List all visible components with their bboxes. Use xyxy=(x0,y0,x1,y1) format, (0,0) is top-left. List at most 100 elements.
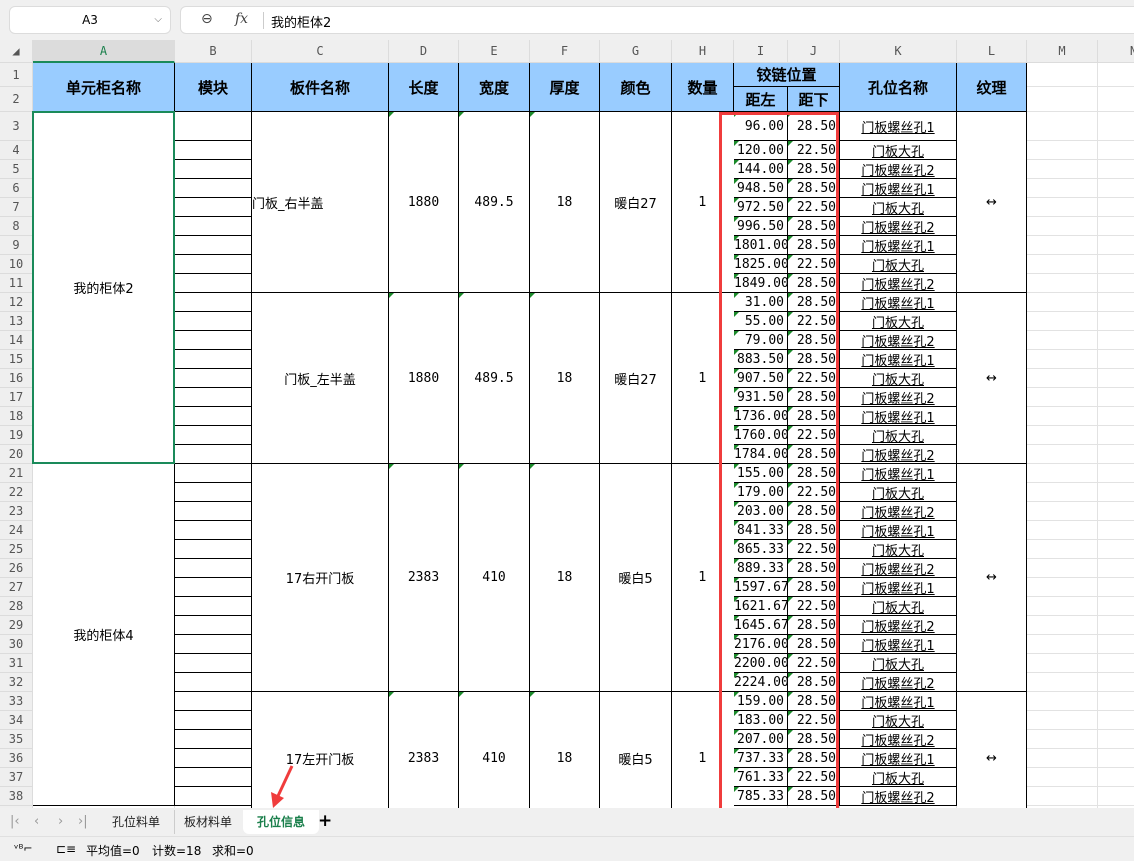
row-header-37[interactable]: 37 xyxy=(0,768,33,787)
hole-name-cell[interactable]: 门板螺丝孔2 xyxy=(840,331,957,350)
hinge-left-cell[interactable]: 761.33 xyxy=(734,768,788,787)
hinge-left-cell[interactable]: 1736.00 xyxy=(734,407,788,426)
hole-name-cell[interactable]: 门板螺丝孔1 xyxy=(840,293,957,312)
hinge-bottom-cell[interactable]: 28.50 xyxy=(788,407,840,426)
cell[interactable] xyxy=(1098,635,1134,654)
hole-name-cell[interactable]: 门板螺丝孔1 xyxy=(840,692,957,711)
row-header-7[interactable]: 7 xyxy=(0,198,33,217)
cell[interactable] xyxy=(1027,255,1098,274)
hinge-bottom-cell[interactable]: 22.50 xyxy=(788,312,840,331)
module-cell[interactable] xyxy=(175,711,252,730)
hole-name-cell[interactable]: 门板大孔 xyxy=(840,540,957,559)
column-header-E[interactable]: E xyxy=(459,40,530,63)
layout-icon[interactable]: ⊏≡ xyxy=(56,842,77,856)
row-header-36[interactable]: 36 xyxy=(0,749,33,768)
hinge-bottom-cell[interactable]: 28.50 xyxy=(788,445,840,464)
hinge-spacer-cell[interactable] xyxy=(719,464,734,692)
cell[interactable] xyxy=(1027,768,1098,787)
cell[interactable] xyxy=(1098,445,1134,464)
hinge-bottom-cell[interactable]: 28.50 xyxy=(788,787,840,806)
module-cell[interactable] xyxy=(175,198,252,217)
hole-name-cell[interactable]: 门板大孔 xyxy=(840,255,957,274)
cell[interactable] xyxy=(1027,483,1098,502)
hinge-left-cell[interactable]: 1760.00 xyxy=(734,426,788,445)
cell[interactable] xyxy=(1098,483,1134,502)
panel-name-cell[interactable]: 门板_右半盖 xyxy=(252,112,389,293)
hole-name-cell[interactable]: 门板螺丝孔1 xyxy=(840,112,957,141)
row-header-20[interactable]: 20 xyxy=(0,445,33,464)
row-header-39[interactable]: 39 xyxy=(0,806,33,808)
next-sheet-icon[interactable]: › xyxy=(58,814,64,829)
hinge-left-cell[interactable]: 2176.00 xyxy=(734,635,788,654)
cabinet-name-cell[interactable]: 我的柜体4 xyxy=(33,464,175,806)
first-sheet-icon[interactable]: |‹ xyxy=(10,814,20,829)
hinge-left-cell[interactable]: 207.00 xyxy=(734,730,788,749)
row-header-8[interactable]: 8 xyxy=(0,217,33,236)
cell[interactable] xyxy=(1098,331,1134,350)
cell[interactable] xyxy=(1027,692,1098,711)
row-header-27[interactable]: 27 xyxy=(0,578,33,597)
hinge-bottom-cell[interactable]: 28.50 xyxy=(788,112,840,141)
hole-name-cell[interactable]: 门板大孔 xyxy=(840,312,957,331)
hinge-left-cell[interactable]: 2200.00 xyxy=(734,654,788,673)
column-header-I[interactable]: I xyxy=(734,40,788,63)
cell[interactable] xyxy=(1098,388,1134,407)
row-header-13[interactable]: 13 xyxy=(0,312,33,331)
module-cell[interactable] xyxy=(175,635,252,654)
row-header-22[interactable]: 22 xyxy=(0,483,33,502)
row-header-28[interactable]: 28 xyxy=(0,597,33,616)
cell[interactable] xyxy=(1098,112,1134,141)
row-header-32[interactable]: 32 xyxy=(0,673,33,692)
hinge-bottom-cell[interactable]: 22.50 xyxy=(788,711,840,730)
column-header-N[interactable]: N xyxy=(1098,40,1134,63)
module-cell[interactable] xyxy=(175,312,252,331)
hinge-left-cell[interactable]: 1784.00 xyxy=(734,445,788,464)
tab-hole-bom[interactable]: 孔位料单 xyxy=(98,810,176,834)
cell[interactable] xyxy=(1027,388,1098,407)
row-header-1[interactable]: 1 xyxy=(0,63,33,87)
hole-name-cell[interactable]: 门板螺丝孔2 xyxy=(840,388,957,407)
cell[interactable] xyxy=(1098,787,1134,806)
module-cell[interactable] xyxy=(175,255,252,274)
hinge-left-cell[interactable]: 120.00 xyxy=(734,141,788,160)
row-header-4[interactable]: 4 xyxy=(0,141,33,160)
hinge-left-cell[interactable]: 996.50 xyxy=(734,217,788,236)
row-header-6[interactable]: 6 xyxy=(0,179,33,198)
width-cell[interactable]: 410 xyxy=(459,464,530,692)
hole-name-cell[interactable]: 门板螺丝孔1 xyxy=(840,635,957,654)
hole-name-cell[interactable]: 门板螺丝孔1 xyxy=(840,236,957,255)
hinge-left-cell[interactable]: 2224.00 xyxy=(734,673,788,692)
module-cell[interactable] xyxy=(175,502,252,521)
hole-name-cell[interactable]: 门板螺丝孔2 xyxy=(840,217,957,236)
grain-cell[interactable]: ↔ xyxy=(957,293,1027,464)
spreadsheet-grid[interactable]: ◢ABCDEFGHIJKLMN1234567891011121314151617… xyxy=(0,40,1134,808)
hinge-left-cell[interactable]: 1849.00 xyxy=(734,274,788,293)
hinge-left-cell[interactable]: 1597.67 xyxy=(734,578,788,597)
hinge-left-cell[interactable]: 907.50 xyxy=(734,369,788,388)
cell[interactable] xyxy=(1098,312,1134,331)
hinge-bottom-cell[interactable]: 28.50 xyxy=(788,521,840,540)
hole-name-cell[interactable]: 门板螺丝孔2 xyxy=(840,787,957,806)
row-header-15[interactable]: 15 xyxy=(0,350,33,369)
module-cell[interactable] xyxy=(175,521,252,540)
cell[interactable] xyxy=(1027,63,1098,87)
hinge-left-cell[interactable]: 55.00 xyxy=(734,312,788,331)
hinge-left-cell[interactable]: 972.50 xyxy=(734,198,788,217)
column-header-C[interactable]: C xyxy=(252,40,389,63)
length-cell[interactable]: 2383 xyxy=(389,464,459,692)
hinge-left-cell[interactable]: 1825.00 xyxy=(734,255,788,274)
hinge-bottom-cell[interactable]: 28.50 xyxy=(788,350,840,369)
cell[interactable] xyxy=(1098,521,1134,540)
hinge-left-cell[interactable]: 865.33 xyxy=(734,540,788,559)
row-header-14[interactable]: 14 xyxy=(0,331,33,350)
cell[interactable] xyxy=(1098,179,1134,198)
hole-name-cell[interactable]: 门板螺丝孔2 xyxy=(840,730,957,749)
hinge-bottom-cell[interactable]: 22.50 xyxy=(788,597,840,616)
hinge-left-cell[interactable]: 883.50 xyxy=(734,350,788,369)
hole-name-cell[interactable]: 门板螺丝孔2 xyxy=(840,673,957,692)
module-cell[interactable] xyxy=(175,749,252,768)
module-cell[interactable] xyxy=(175,160,252,179)
hinge-left-cell[interactable]: 889.33 xyxy=(734,559,788,578)
cell[interactable] xyxy=(1027,806,1098,808)
column-header-F[interactable]: F xyxy=(530,40,600,63)
